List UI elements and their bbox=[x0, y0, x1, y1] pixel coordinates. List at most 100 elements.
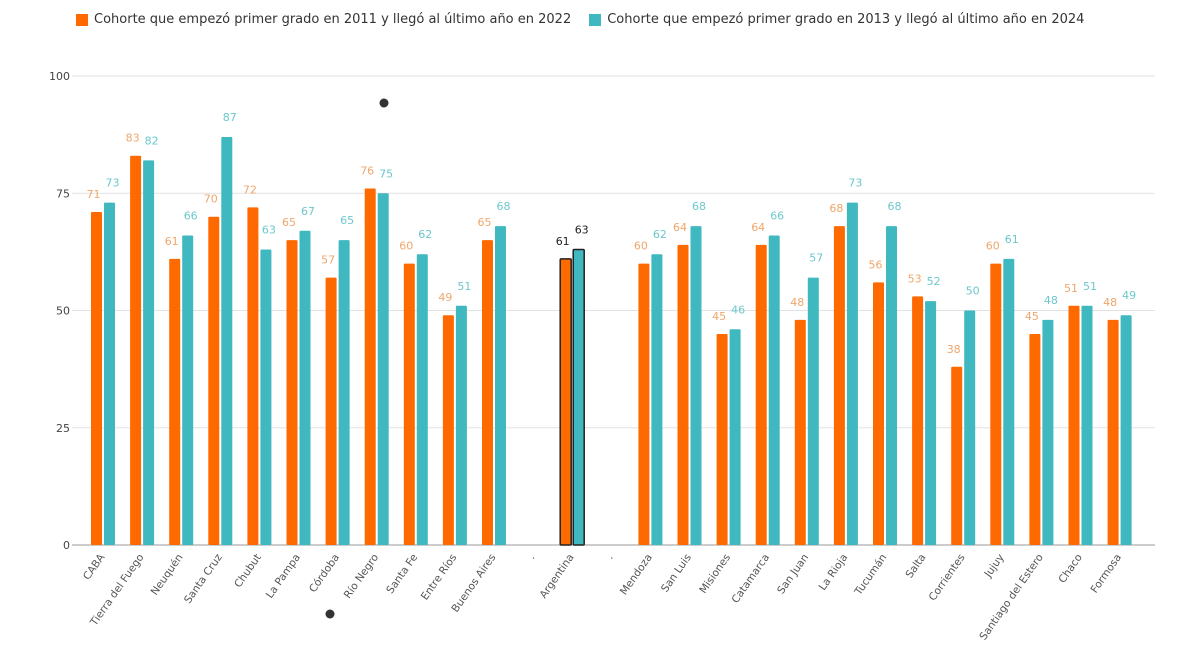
data-label: 64 bbox=[751, 221, 765, 234]
bar bbox=[990, 263, 1002, 545]
data-label: 73 bbox=[848, 177, 862, 190]
bar bbox=[338, 240, 350, 545]
x-tick-label: Argentina bbox=[537, 552, 576, 601]
bar bbox=[364, 188, 376, 545]
y-tick-label: 75 bbox=[56, 187, 70, 200]
bar bbox=[559, 258, 572, 546]
data-label: 68 bbox=[692, 200, 706, 213]
x-tick-label: Mendoza bbox=[618, 552, 655, 598]
data-label: 60 bbox=[634, 240, 648, 253]
data-label: 83 bbox=[126, 132, 140, 145]
x-tick-label: Misiones bbox=[697, 552, 733, 596]
bar bbox=[403, 263, 415, 545]
bar bbox=[482, 240, 493, 545]
data-label: 48 bbox=[790, 296, 804, 309]
x-tick-label: Salta bbox=[903, 552, 928, 581]
data-label: 72 bbox=[243, 183, 257, 196]
data-label: 61 bbox=[1005, 233, 1019, 246]
bar bbox=[247, 207, 259, 545]
bar bbox=[690, 226, 702, 545]
data-label: 48 bbox=[1044, 294, 1058, 307]
x-tick-label: . bbox=[526, 552, 538, 562]
data-label: 63 bbox=[262, 224, 276, 237]
x-tick-label: San Juan bbox=[775, 552, 811, 597]
x-tick-label: Santa Fe bbox=[384, 552, 420, 596]
x-tick-label: Catamarca bbox=[729, 552, 772, 606]
dot-marker bbox=[325, 609, 335, 619]
bar bbox=[260, 249, 272, 545]
data-label: 60 bbox=[986, 240, 1000, 253]
x-tick-label: Neuquén bbox=[149, 552, 186, 598]
bar bbox=[91, 212, 102, 545]
data-label: 71 bbox=[87, 188, 101, 201]
data-label: 62 bbox=[653, 228, 667, 241]
data-label: 70 bbox=[204, 193, 218, 206]
bar bbox=[325, 277, 337, 545]
bar bbox=[572, 248, 585, 546]
data-label: 50 bbox=[966, 285, 980, 298]
data-label: 53 bbox=[908, 272, 922, 285]
bar bbox=[299, 230, 311, 545]
data-label: 87 bbox=[223, 111, 237, 124]
bar bbox=[143, 160, 155, 546]
data-label: 68 bbox=[888, 200, 902, 213]
x-tick-label: Jujuy bbox=[982, 552, 1007, 581]
data-label: 65 bbox=[478, 216, 492, 229]
x-tick-label: Entre Ríos bbox=[419, 552, 459, 603]
data-label: 82 bbox=[145, 134, 159, 147]
bar bbox=[716, 333, 728, 545]
dot-marker bbox=[379, 98, 389, 108]
data-label: 65 bbox=[282, 216, 296, 229]
x-tick-label: Tucumán bbox=[852, 552, 889, 598]
bar bbox=[794, 319, 806, 545]
y-tick-label: 0 bbox=[63, 539, 70, 552]
legend-label: Cohorte que empezó primer grado en 2013 … bbox=[607, 12, 1085, 27]
x-tick-label: Córdoba bbox=[307, 552, 342, 595]
bar bbox=[221, 136, 233, 545]
bar bbox=[1068, 305, 1080, 545]
data-label: 51 bbox=[1083, 280, 1097, 293]
data-label: 45 bbox=[712, 310, 726, 323]
bar bbox=[846, 202, 858, 545]
data-label: 56 bbox=[869, 258, 883, 271]
bar bbox=[1042, 319, 1054, 545]
data-label: 63 bbox=[575, 224, 589, 237]
bar bbox=[1029, 333, 1041, 545]
legend-item-2022[interactable]: Cohorte que empezó primer grado en 2011 … bbox=[76, 12, 571, 27]
data-label: 46 bbox=[731, 303, 745, 316]
x-tick-label: La Rioja bbox=[817, 552, 851, 593]
bar bbox=[1081, 305, 1093, 545]
legend: Cohorte que empezó primer grado en 2011 … bbox=[76, 12, 1084, 27]
bar bbox=[768, 235, 780, 545]
data-label: 38 bbox=[947, 343, 961, 356]
data-label: 57 bbox=[321, 254, 335, 267]
bar bbox=[495, 226, 506, 545]
y-tick-label: 25 bbox=[56, 422, 70, 435]
bar bbox=[729, 329, 741, 545]
data-label: 52 bbox=[927, 275, 941, 288]
x-tick-label: San Luis bbox=[659, 552, 694, 595]
bar bbox=[416, 254, 428, 545]
bar bbox=[651, 254, 663, 545]
data-label: 65 bbox=[340, 214, 354, 227]
data-label: 66 bbox=[770, 209, 784, 222]
x-tick-label: Río Negro bbox=[342, 552, 381, 601]
bar bbox=[807, 277, 819, 545]
data-label: 51 bbox=[1064, 282, 1078, 295]
data-label: 49 bbox=[1122, 289, 1136, 302]
bar bbox=[755, 244, 767, 545]
bar bbox=[1003, 258, 1015, 545]
legend-swatch-orange bbox=[76, 13, 88, 26]
bar bbox=[130, 155, 142, 546]
bar bbox=[208, 216, 220, 545]
x-tick-label: . bbox=[604, 552, 616, 562]
bar bbox=[925, 301, 937, 545]
data-label: 68 bbox=[497, 200, 511, 213]
x-tick-label: Chubut bbox=[232, 552, 264, 590]
y-tick-label: 50 bbox=[56, 305, 70, 318]
legend-item-2024[interactable]: Cohorte que empezó primer grado en 2013 … bbox=[589, 12, 1084, 27]
bar bbox=[886, 226, 897, 545]
data-label: 51 bbox=[457, 280, 471, 293]
bar bbox=[912, 296, 924, 545]
bar bbox=[873, 282, 884, 545]
